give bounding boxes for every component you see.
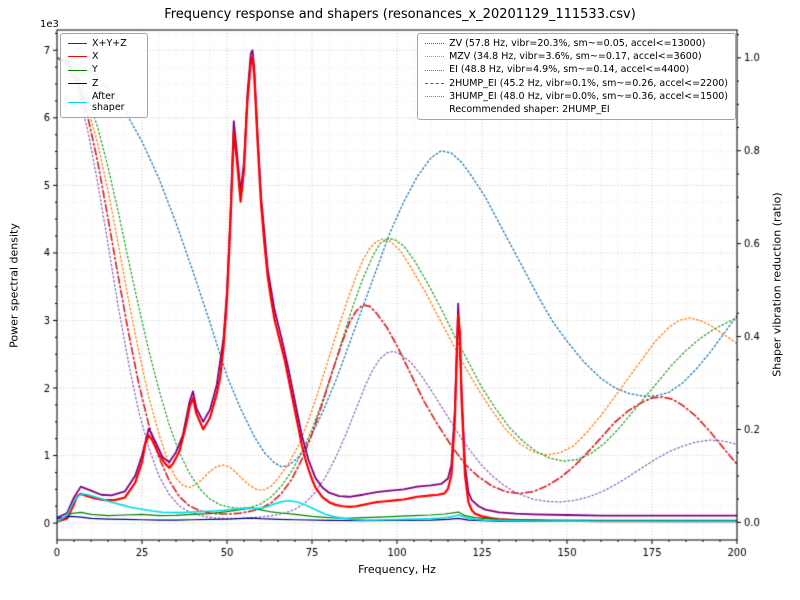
legend-item-xyz: X+Y+Z xyxy=(68,38,140,49)
legend-item-after-shaper: After shaper xyxy=(68,91,140,113)
legend-line-sample xyxy=(68,69,87,71)
legend-item-zv: ZV (57.8 Hz, vibr=20.3%, sm~=0.05, accel… xyxy=(425,38,728,49)
legend-item-2hump-ei: 2HUMP_EI (45.2 Hz, vibr=0.1%, sm~=0.26, … xyxy=(425,78,728,89)
x-axis-label: Frequency, Hz xyxy=(358,563,436,576)
legend-label: 3HUMP_EI (48.0 Hz, vibr=0.0%, sm~=0.36, … xyxy=(449,90,728,102)
legend-label: X xyxy=(92,51,99,63)
legend-label: Y xyxy=(92,64,98,76)
legend-line-sample xyxy=(68,82,87,84)
legend-label: After shaper xyxy=(92,90,125,114)
legend-line-sample xyxy=(68,101,87,103)
recommended-shaper-text: Recommended shaper: 2HUMP_EI xyxy=(449,104,610,116)
legend-item-x: X xyxy=(68,51,140,62)
legend-label: EI (48.8 Hz, vibr=4.9%, sm~=0.14, accel<… xyxy=(449,64,690,76)
legend-label: MZV (34.8 Hz, vibr=3.6%, sm~=0.17, accel… xyxy=(449,51,702,63)
legend-label: ZV (57.8 Hz, vibr=20.3%, sm~=0.05, accel… xyxy=(449,38,706,49)
y-axis-label-left: Power spectral density xyxy=(7,223,21,348)
legend-line-sample xyxy=(425,43,445,45)
legend-line-sample xyxy=(68,43,87,45)
legend-item-y: Y xyxy=(68,64,140,75)
chart-title: Frequency response and shapers (resonanc… xyxy=(164,7,636,22)
legend-label: 2HUMP_EI (45.2 Hz, vibr=0.1%, sm~=0.26, … xyxy=(449,77,728,89)
axis-offset-label: 1e3 xyxy=(40,19,59,30)
legend-psd: X+Y+Z X Y Z After shaper xyxy=(60,33,148,119)
legend-item-mzv: MZV (34.8 Hz, vibr=3.6%, sm~=0.17, accel… xyxy=(425,51,728,62)
legend-line-sample xyxy=(425,95,445,97)
legend-item-ei: EI (48.8 Hz, vibr=4.9%, sm~=0.14, accel<… xyxy=(425,64,728,75)
legend-line-sample xyxy=(425,82,445,84)
legend-item-z: Z xyxy=(68,78,140,89)
recommended-shaper-note: Recommended shaper: 2HUMP_EI xyxy=(425,104,728,115)
legend-shapers: ZV (57.8 Hz, vibr=20.3%, sm~=0.05, accel… xyxy=(417,33,736,121)
y-axis-label-right: Shaper vibration reduction (ratio) xyxy=(770,192,784,377)
legend-line-sample xyxy=(425,56,445,58)
legend-item-3hump-ei: 3HUMP_EI (48.0 Hz, vibr=0.0%, sm~=0.36, … xyxy=(425,91,728,102)
legend-label: Z xyxy=(92,77,99,89)
legend-line-sample xyxy=(68,56,87,58)
legend-line-sample xyxy=(425,69,445,71)
legend-label: X+Y+Z xyxy=(92,38,127,49)
